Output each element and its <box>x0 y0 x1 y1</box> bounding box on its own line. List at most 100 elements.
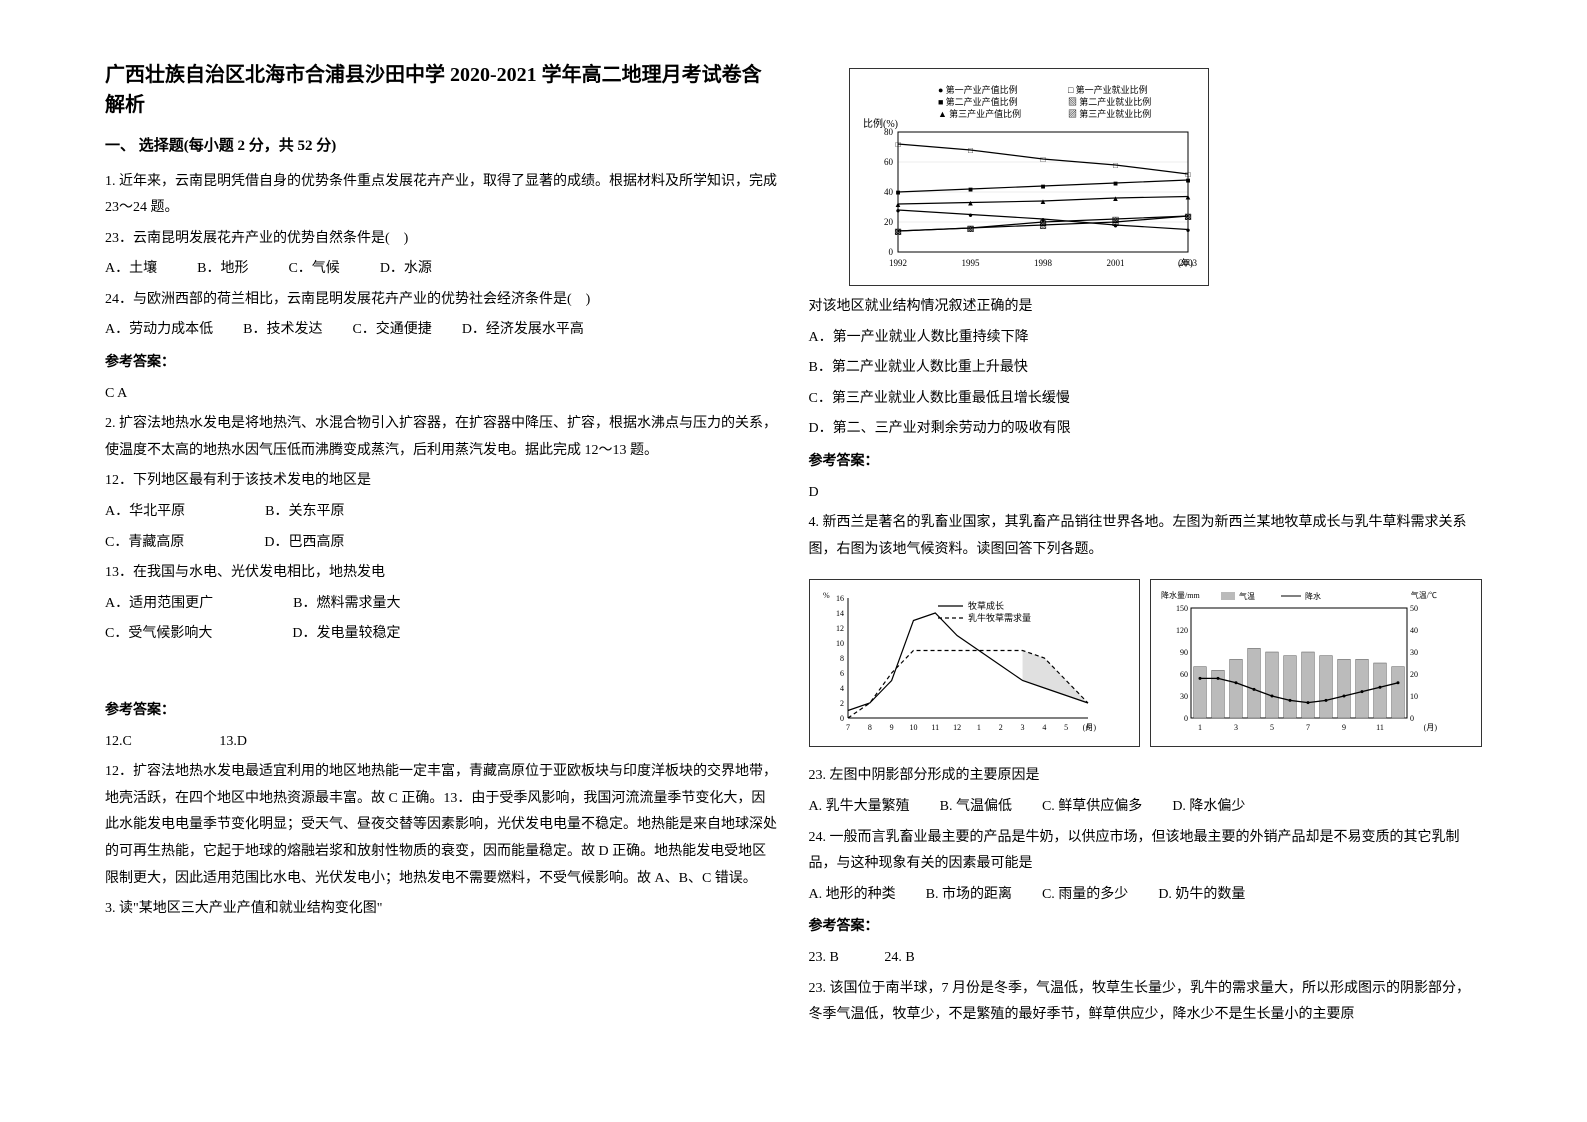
svg-text:□: □ <box>895 140 900 149</box>
svg-text:0: 0 <box>1410 714 1414 723</box>
svg-text:▲: ▲ <box>894 200 902 209</box>
svg-text:气温: 气温 <box>1239 591 1255 601</box>
q3-ans-label: 参考答案： <box>809 449 1483 476</box>
svg-text:9: 9 <box>889 723 893 732</box>
svg-text:150: 150 <box>1176 604 1188 613</box>
svg-text:4: 4 <box>1042 723 1046 732</box>
svg-text:%: % <box>823 591 830 600</box>
svg-text:▨: ▨ <box>1039 218 1047 227</box>
q1-stem: 1. 近年来，云南昆明凭借自身的优势条件重点发展花卉产业，取得了显著的成绩。根据… <box>105 169 779 222</box>
q2-13-A: A．适用范围更广 <box>105 591 213 618</box>
svg-text:1: 1 <box>976 723 980 732</box>
q1-24-D: D．经济发展水平高 <box>462 317 584 344</box>
q4-24-B: B. 市场的距离 <box>926 882 1012 909</box>
svg-text:0: 0 <box>888 247 893 257</box>
q4-23-A: A. 乳牛大量繁殖 <box>809 794 910 821</box>
svg-text:1: 1 <box>1198 723 1202 732</box>
svg-text:7: 7 <box>1306 723 1310 732</box>
svg-text:1998: 1998 <box>1034 258 1053 268</box>
svg-text:11: 11 <box>1376 723 1384 732</box>
svg-text:3: 3 <box>1020 723 1024 732</box>
svg-text:9: 9 <box>1342 723 1346 732</box>
q4-ans: 23. B 24. B <box>809 945 1483 972</box>
svg-text:40: 40 <box>1410 626 1418 635</box>
section-heading: 一、 选择题(每小题 2 分，共 52 分) <box>105 132 779 161</box>
svg-text:▨: ▨ <box>1111 215 1119 224</box>
svg-text:■: ■ <box>1185 176 1190 185</box>
q4-23-C: C. 鲜草供应偏多 <box>1042 794 1142 821</box>
svg-text:1995: 1995 <box>961 258 980 268</box>
q4-24-A: A. 地形的种类 <box>809 882 896 909</box>
svg-text:3: 3 <box>1234 723 1238 732</box>
q4-sub24: 24. 一般而言乳畜业最主要的产品是牛奶，以供应市场，但该地最主要的外销产品却是… <box>809 825 1483 878</box>
svg-text:▨: ▨ <box>966 224 974 233</box>
svg-text:降水: 降水 <box>1305 591 1321 601</box>
q3-stem: 3. 读"某地区三大产业产值和就业结构变化图" <box>105 896 779 923</box>
svg-text:10: 10 <box>1410 692 1418 701</box>
svg-text:▨: ▨ <box>894 227 902 236</box>
svg-text:□: □ <box>1040 155 1045 164</box>
svg-text:10: 10 <box>836 639 844 648</box>
svg-text:2: 2 <box>840 699 844 708</box>
svg-text:(年): (年) <box>1178 257 1193 268</box>
q2-ans1: 12.C 13.D <box>105 729 779 756</box>
svg-text:▲ 第三产业产值比例: ▲ 第三产业产值比例 <box>938 108 1021 119</box>
q1-24-B: B．技术发达 <box>243 317 322 344</box>
q3-ans: D <box>809 480 1483 507</box>
q1-23-A: A．土壤 <box>105 256 157 283</box>
svg-text:120: 120 <box>1176 626 1188 635</box>
svg-text:12: 12 <box>836 624 844 633</box>
svg-text:■: ■ <box>1113 179 1118 188</box>
svg-text:5: 5 <box>1270 723 1274 732</box>
svg-text:1992: 1992 <box>889 258 907 268</box>
svg-text:8: 8 <box>840 654 844 663</box>
q4-chart-left: 0246810121416%789101112123456(月)牧草成长乳牛牧草… <box>809 579 1141 747</box>
q2-expl1: 12．扩容法地热水发电最适宜利用的地区地热能一定丰富，青藏高原位于亚欧板块与印度… <box>105 759 779 892</box>
svg-text:0: 0 <box>840 714 844 723</box>
q2-13-C: C．受气候影响大 <box>105 621 212 648</box>
svg-text:14: 14 <box>836 609 844 618</box>
svg-text:▧ 第二产业就业比例: ▧ 第二产业就业比例 <box>1068 96 1151 107</box>
q4-24-C: C. 雨量的多少 <box>1042 882 1128 909</box>
svg-text:16: 16 <box>836 594 844 603</box>
q1-23-B: B．地形 <box>197 256 248 283</box>
svg-text:□: □ <box>968 146 973 155</box>
q2-12-D: D．巴西高原 <box>264 530 344 557</box>
svg-text:■: ■ <box>1040 182 1045 191</box>
q1-sub23: 23．云南昆明发展花卉产业的优势自然条件是( ) <box>105 226 779 253</box>
q2-ans-label: 参考答案： <box>105 698 779 725</box>
q1-ans: C A <box>105 381 779 408</box>
q1-ans-label: 参考答案： <box>105 350 779 377</box>
svg-text:12: 12 <box>953 723 961 732</box>
svg-text:▲: ▲ <box>1184 193 1192 202</box>
q3-sub: 对该地区就业结构情况叙述正确的是 <box>809 294 1483 321</box>
svg-text:▲: ▲ <box>1111 194 1119 203</box>
svg-text:20: 20 <box>884 217 894 227</box>
q3-D: D．第二、三产业对剩余劳动力的吸收有限 <box>809 416 1483 443</box>
svg-text:60: 60 <box>884 157 894 167</box>
q3-A: A．第一产业就业人数比重持续下降 <box>809 325 1483 352</box>
q2-12-C: C．青藏高原 <box>105 530 184 557</box>
svg-text:90: 90 <box>1180 648 1188 657</box>
svg-text:50: 50 <box>1410 604 1418 613</box>
q4-sub23: 23. 左图中阴影部分形成的主要原因是 <box>809 763 1483 790</box>
q2-12-A: A．华北平原 <box>105 499 185 526</box>
q2-13-D: D．发电量较稳定 <box>292 621 400 648</box>
svg-text:▨: ▨ <box>1184 212 1192 221</box>
q1-24-C: C．交通便捷 <box>352 317 431 344</box>
svg-text:□: □ <box>1113 161 1118 170</box>
svg-text:30: 30 <box>1410 648 1418 657</box>
q3-chart: ● 第一产业产值比例□ 第一产业就业比例■ 第二产业产值比例▧ 第二产业就业比例… <box>849 68 1209 286</box>
q2-sub12: 12．下列地区最有利于该技术发电的地区是 <box>105 468 779 495</box>
svg-text:牧草成长: 牧草成长 <box>968 600 1004 611</box>
svg-text:■: ■ <box>968 185 973 194</box>
svg-text:5: 5 <box>1064 723 1068 732</box>
svg-text:▨ 第三产业就业比例: ▨ 第三产业就业比例 <box>1068 108 1151 119</box>
svg-text:■ 第二产业产值比例: ■ 第二产业产值比例 <box>938 96 1018 107</box>
svg-text:(月): (月) <box>1424 723 1438 732</box>
q4-23-B: B. 气温偏低 <box>940 794 1012 821</box>
q4-chart-right: 降水量/mm气温/℃气温降水03060901201500102030405013… <box>1150 579 1482 747</box>
svg-text:11: 11 <box>931 723 939 732</box>
q2-stem: 2. 扩容法地热水发电是将地热汽、水混合物引入扩容器，在扩容器中降压、扩容，根据… <box>105 411 779 464</box>
svg-text:2001: 2001 <box>1106 258 1124 268</box>
